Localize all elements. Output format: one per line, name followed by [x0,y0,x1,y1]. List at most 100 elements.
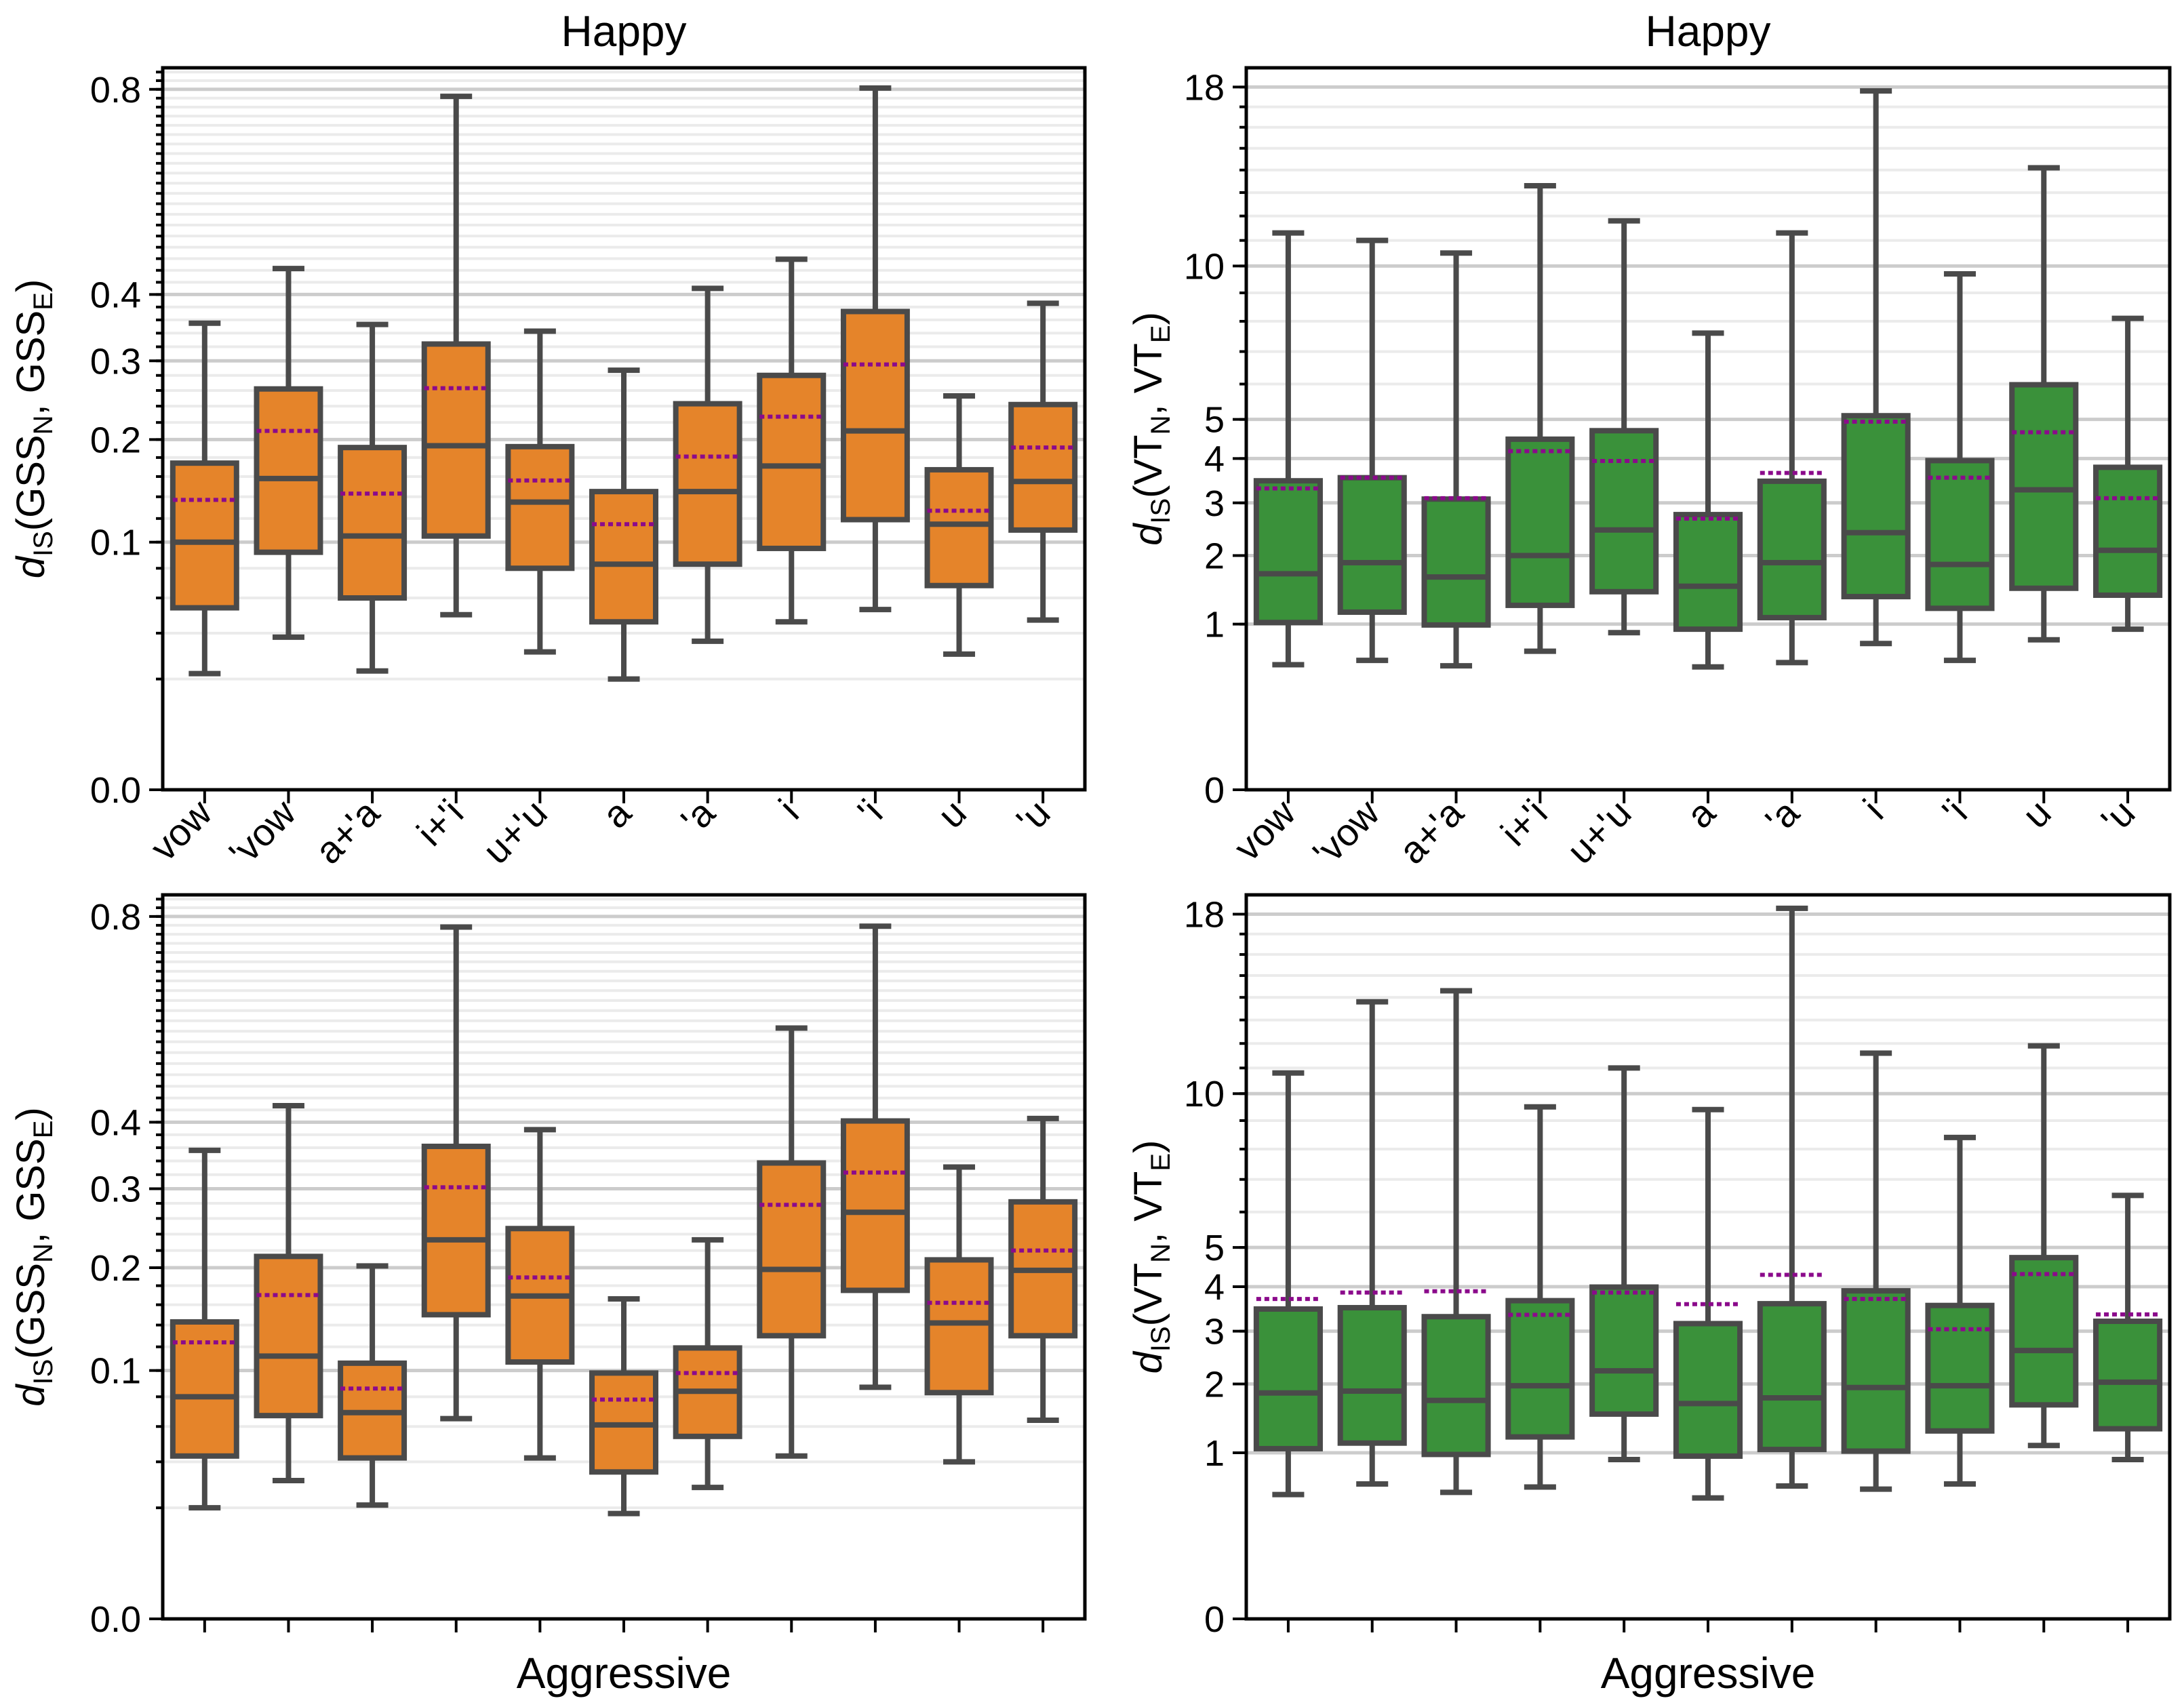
x-tick-label: 'i [849,791,890,832]
box-a+'a [1421,988,1491,1495]
y-label-part: N [1146,1243,1176,1263]
box-iqr [1757,1301,1827,1453]
y-tick-label: 10 [1184,1074,1225,1114]
box-iqr [1757,478,1827,621]
box-iqr [1253,1306,1323,1451]
box-iqr [2093,1319,2163,1432]
y-tick-label: 5 [1204,400,1225,441]
box-a [589,1296,658,1517]
y-tick-label: 18 [1184,894,1225,935]
box-i+'i [1505,182,1575,654]
y-tick-label: 0.0 [90,1599,141,1640]
x-tick-label: 'i [1934,791,1975,832]
box-iqr [1505,436,1575,608]
box-'u [2093,315,2163,632]
box-'u [1008,300,1078,623]
box-iqr [1337,475,1407,615]
box-'vow [254,1103,323,1484]
x-axis-label: Aggressive [517,1649,732,1698]
box-'vow [1337,999,1407,1487]
box-'a [1757,905,1827,1489]
box-'vow [254,266,323,640]
box-vow [170,320,239,677]
x-tick-label: u+'u [475,791,555,872]
x-tick-label: vow [142,791,220,869]
box-iqr [924,466,994,588]
box-iqr [421,1144,491,1318]
y-label-part: , GSS [9,1138,53,1243]
box-iqr [1925,458,1995,611]
y-tick-label: 0.0 [90,770,141,811]
box-iqr [1008,401,1078,533]
x-tick-label: i+'i [408,791,471,854]
box-iqr [254,386,323,555]
y-tick-label: 3 [1204,1312,1225,1352]
box-iqr [1421,1314,1491,1458]
y-tick-label: 0.1 [90,1351,141,1392]
box-u+'u [505,328,575,655]
box-i+'i [1505,1104,1575,1490]
y-label-part: (GSS [9,1263,53,1359]
box-u+'u [1589,218,1659,636]
box-'u [2093,1192,2163,1462]
y-label-part: d [9,555,53,578]
box-iqr [505,443,575,571]
y-tick-label: 3 [1204,483,1225,524]
x-tick-label: 'vow [1305,791,1388,875]
box-i+'i [421,924,491,1422]
box-iqr [589,489,658,625]
box-a [1673,1106,1743,1501]
y-label-part: N [28,415,58,435]
y-label-part: E [1146,325,1176,343]
x-tick-label: 'u [2092,791,2143,841]
box-iqr [1841,413,1911,600]
y-tick-label: 4 [1204,1267,1225,1308]
box-iqr [840,1118,910,1293]
box-a+'a [338,321,408,674]
box-iqr [1337,1304,1407,1446]
box-u [2009,1043,2079,1449]
box-iqr [1421,496,1491,628]
y-tick-label: 1 [1204,605,1225,645]
x-tick-label: a [594,790,639,836]
box-iqr [1673,1321,1743,1459]
box-u [924,1164,994,1465]
x-tick-label: i [770,791,806,827]
y-label-part: E [28,1121,58,1139]
box-a+'a [338,1263,408,1508]
y-tick-label: 18 [1184,67,1225,108]
box-'a [673,1237,742,1491]
box-iqr [1673,512,1743,632]
x-tick-label: a [1678,790,1724,836]
y-axis-label: dIS(VTN, VTE) [1126,312,1176,546]
y-tick-label: 0.2 [90,1248,141,1289]
y-tick-label: 0.3 [90,1169,141,1210]
panel-vt-happy: 0 1 2 345 10 18 vow'vow a+'a i+'i u+'u a 'a i 'i u 'u Ha… [1126,7,2172,875]
panel-gss-happy: 0.0 0.1 0.2 0.3 0.4 0.8 vow'vow a+'a i+'i u+'u a 'a… [9,7,1087,874]
y-label-part: d [9,1384,53,1407]
y-label-part: IS [28,1359,58,1385]
box-u+'u [1589,1065,1659,1462]
y-tick-label: 0 [1204,1599,1225,1640]
y-label-part: (VT [1126,435,1170,498]
box-a [589,367,658,682]
x-tick-label: u [929,791,974,837]
y-label-part: N [28,1243,58,1263]
y-tick-label: 0.8 [90,897,141,938]
chart-title: Happy [1646,7,1771,56]
y-tick-label: 2 [1204,536,1225,576]
y-tick-label: 0 [1204,770,1225,811]
x-tick-label: u+'u [1558,791,1639,872]
x-tick-label: a+'a [306,790,388,872]
y-tick-label: 5 [1204,1228,1225,1268]
box-vow [1253,1070,1323,1498]
y-label-part: , GSS [9,310,53,416]
y-label-part: ) [1126,312,1170,325]
box-a [1673,330,1743,670]
box-'i [840,923,910,1390]
box-iqr [840,308,910,523]
panel-gss-aggr: 0.0 0.1 0.2 0.3 0.4 0.8 Aggressive dIS(GSSN, GS… [9,893,1087,1698]
box-iqr [2009,1255,2079,1408]
chart-title: Happy [561,7,687,56]
